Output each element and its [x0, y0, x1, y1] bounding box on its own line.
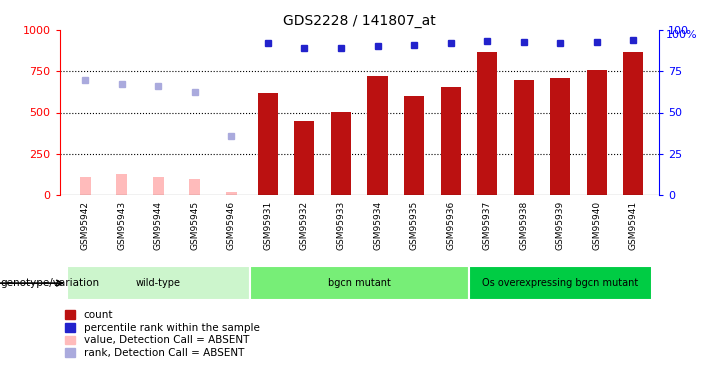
Text: GSM95938: GSM95938 [519, 201, 529, 250]
Text: GSM95940: GSM95940 [592, 201, 601, 250]
Bar [587, 70, 607, 195]
Bar [80, 177, 90, 195]
Bar [189, 179, 200, 195]
Bar [294, 121, 315, 195]
Text: GSM95931: GSM95931 [264, 201, 273, 250]
Text: GSM95945: GSM95945 [190, 201, 199, 250]
Bar [116, 174, 128, 195]
Text: Os overexpressing bgcn mutant: Os overexpressing bgcn mutant [482, 278, 639, 288]
Bar [404, 96, 424, 195]
Text: GSM95942: GSM95942 [81, 201, 90, 250]
Text: GSM95934: GSM95934 [373, 201, 382, 250]
Bar [153, 177, 164, 195]
Bar [67, 266, 250, 300]
Bar [258, 93, 278, 195]
Text: GSM95935: GSM95935 [409, 201, 418, 250]
Legend: count, percentile rank within the sample, value, Detection Call = ABSENT, rank, : count, percentile rank within the sample… [64, 310, 259, 358]
Bar [367, 76, 388, 195]
Bar [440, 87, 461, 195]
Bar [226, 192, 237, 195]
Bar [250, 266, 469, 300]
Text: wild-type: wild-type [136, 278, 181, 288]
Text: GSM95944: GSM95944 [154, 201, 163, 250]
Text: GSM95937: GSM95937 [483, 201, 491, 250]
Text: GSM95933: GSM95933 [336, 201, 346, 250]
Bar [623, 52, 644, 195]
Bar [331, 112, 351, 195]
Title: GDS2228 / 141807_at: GDS2228 / 141807_at [283, 13, 435, 28]
Bar [469, 266, 652, 300]
Text: GSM95939: GSM95939 [556, 201, 565, 250]
Bar [550, 78, 571, 195]
Text: GSM95946: GSM95946 [227, 201, 236, 250]
Text: bgcn mutant: bgcn mutant [328, 278, 390, 288]
Text: GSM95932: GSM95932 [300, 201, 309, 250]
Text: GSM95943: GSM95943 [117, 201, 126, 250]
Text: GSM95941: GSM95941 [629, 201, 638, 250]
Bar [514, 80, 533, 195]
Bar [477, 52, 497, 195]
Text: GSM95936: GSM95936 [446, 201, 455, 250]
Text: genotype/variation: genotype/variation [0, 278, 99, 288]
Text: 100%: 100% [666, 30, 697, 40]
